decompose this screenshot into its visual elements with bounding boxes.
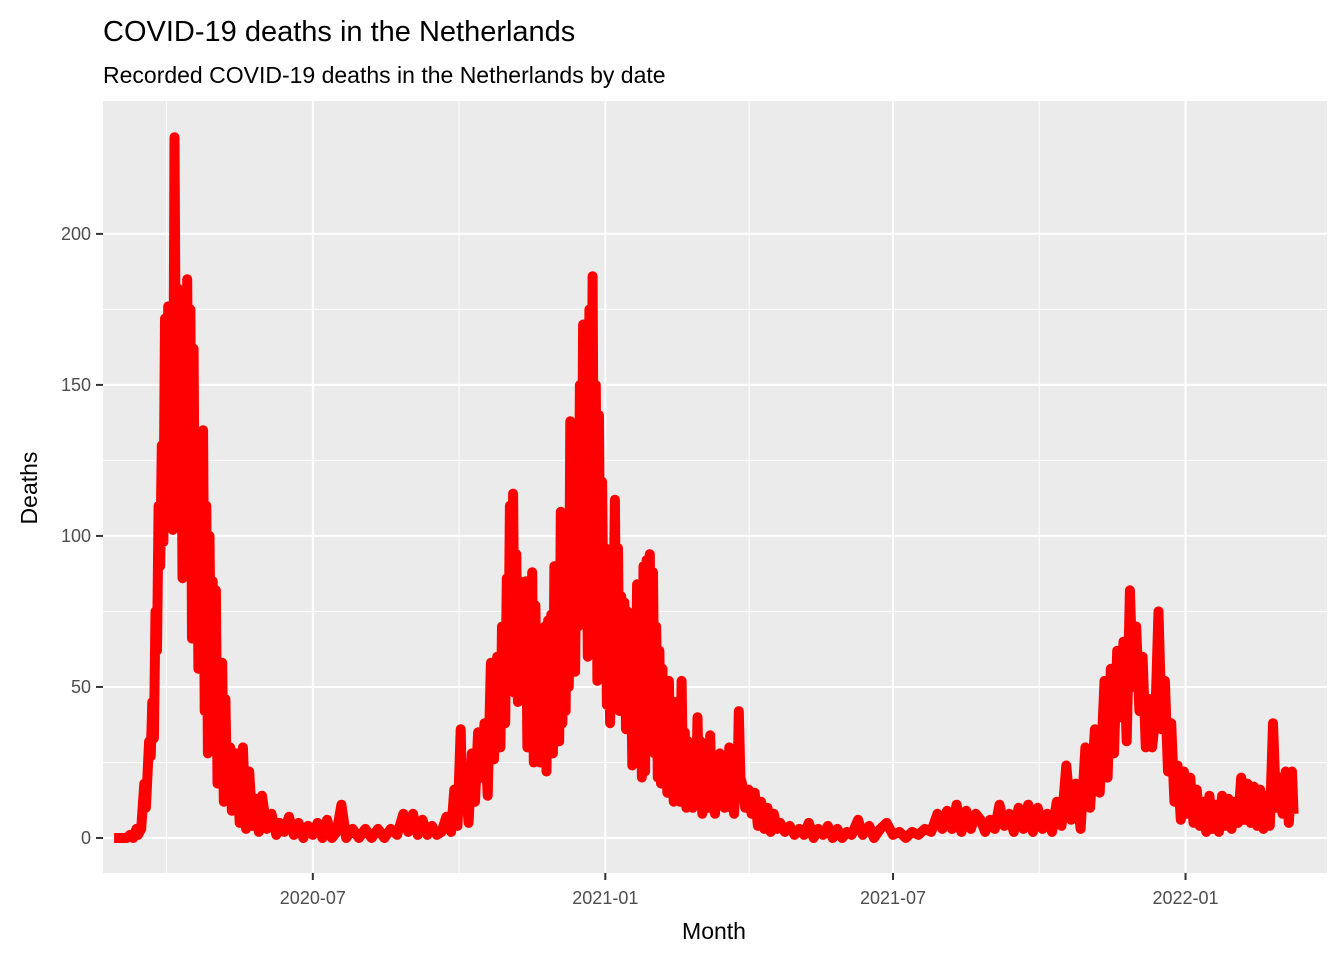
x-tick-label: 2022-01: [1152, 888, 1218, 908]
x-tick-label: 2021-01: [572, 888, 638, 908]
y-tick-label: 150: [61, 375, 91, 395]
y-tick-label: 200: [61, 224, 91, 244]
y-axis-title: Deaths: [16, 452, 42, 525]
chart-title: COVID-19 deaths in the Netherlands: [103, 16, 575, 48]
x-tick-label: 2020-07: [280, 888, 346, 908]
minor-gridlines: [103, 101, 1327, 873]
chart-subtitle: Recorded COVID-19 deaths in the Netherla…: [103, 62, 666, 88]
deaths-series-line: [114, 132, 1299, 843]
y-axis: 0 50 100 150 200: [61, 224, 103, 848]
y-tick-label: 100: [61, 526, 91, 546]
x-tick-label: 2021-07: [860, 888, 926, 908]
x-axis-title: Month: [682, 918, 746, 944]
x-axis: 2020-07 2021-01 2021-07 2022-01: [280, 873, 1219, 908]
y-tick-label: 50: [71, 677, 91, 697]
y-tick-label: 0: [81, 828, 91, 848]
